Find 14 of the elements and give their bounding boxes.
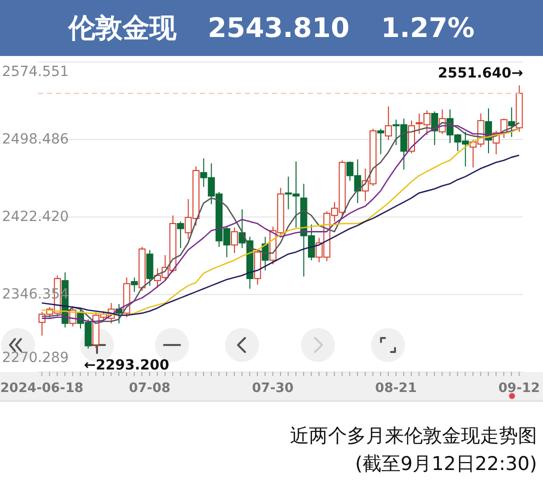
x-tick-label: 08-21: [375, 381, 417, 396]
y-tick-label: 2422.420: [2, 209, 69, 225]
annotation: ←2293.200: [84, 358, 170, 374]
text: 近两个多月来伦敦金现走势图: [290, 424, 537, 449]
x-tick-label: 07-08: [128, 381, 170, 396]
x-tick-label: 2024-06-18: [0, 381, 84, 396]
annotation: 2551.640→: [438, 65, 524, 82]
x-tick-label: 07-30: [252, 381, 294, 396]
text: (截至9月12日22:30): [354, 452, 537, 477]
y-tick-label: 2498.486: [2, 132, 69, 148]
y-tick-label: 2574.551: [2, 64, 69, 80]
chart-title: 伦敦金现 2543.810 1.27%: [68, 12, 475, 46]
x-tick-label: 09-12: [498, 381, 540, 396]
y-tick-label: 2270.289: [2, 350, 69, 366]
